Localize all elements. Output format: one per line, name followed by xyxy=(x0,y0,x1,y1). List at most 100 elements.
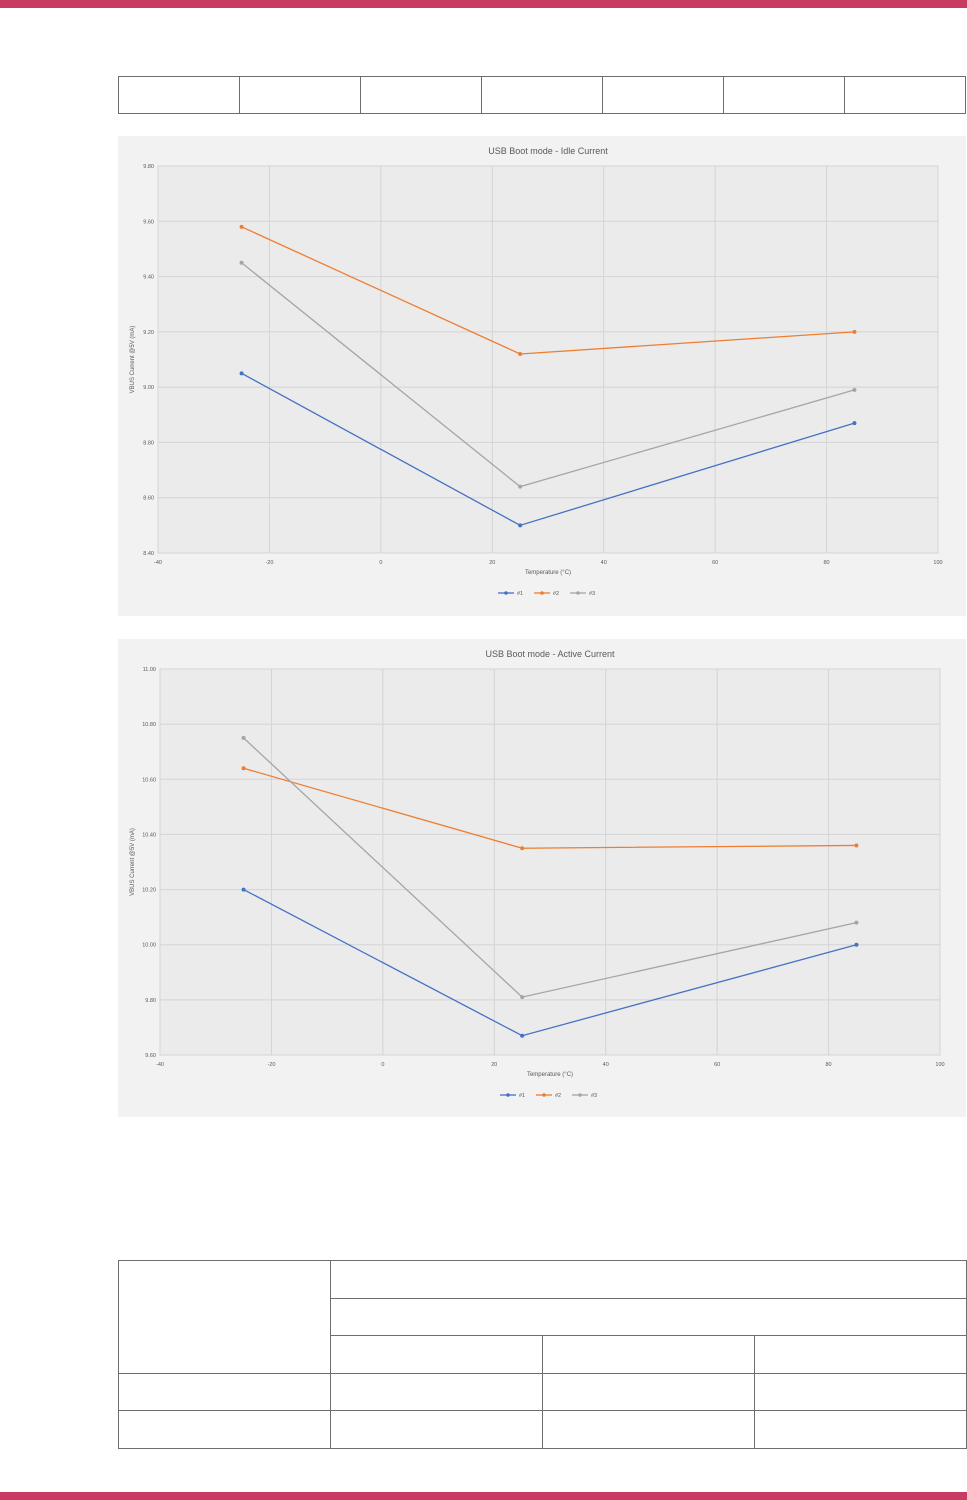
data-point xyxy=(518,351,523,356)
legend-marker xyxy=(540,591,544,595)
table-cell xyxy=(723,76,845,114)
data-point xyxy=(241,766,246,771)
plot-area xyxy=(157,165,939,554)
y-tick-label: 8.60 xyxy=(143,496,154,502)
table-cell xyxy=(753,1372,967,1412)
active-current-chart: 9.60 9.80 10.00 10.20 10.40 10.60 10.80 11.00 -4… xyxy=(118,639,966,1117)
table-cell xyxy=(330,1410,543,1449)
idle-current-chart-svg: 8.40 8.60 8.80 9.00 9.20 9.40 9.60 9.80 -40 -20 0 2… xyxy=(130,146,943,597)
table-row xyxy=(118,76,966,114)
y-tick-label: 9.80 xyxy=(143,164,154,170)
legend-marker xyxy=(542,1093,546,1097)
idle-current-chart: 8.40 8.60 8.80 9.00 9.20 9.40 9.60 9.80 -40 -20 0 2… xyxy=(118,136,966,616)
table-row xyxy=(118,1372,967,1412)
y-tick-label: 8.40 xyxy=(143,551,154,557)
x-tick-label: 100 xyxy=(935,1062,944,1068)
x-tick-label: 60 xyxy=(714,1062,720,1068)
legend-marker xyxy=(578,1093,582,1097)
y-tick-label: 10.80 xyxy=(142,722,156,728)
y-tick-label: 9.40 xyxy=(143,275,154,281)
data-point xyxy=(241,887,246,892)
bottom-accent-bar xyxy=(0,1492,967,1500)
legend-marker xyxy=(506,1093,510,1097)
x-tick-label: 20 xyxy=(489,560,495,566)
x-tick-label: -20 xyxy=(265,560,273,566)
table-cell xyxy=(330,1372,543,1412)
legend-label: #3 xyxy=(591,1093,597,1099)
y-tick-label: 10.60 xyxy=(142,777,156,783)
data-point xyxy=(518,484,523,489)
x-tick-label: 60 xyxy=(712,560,718,566)
data-point xyxy=(852,387,857,392)
x-tick-label: 40 xyxy=(603,1062,609,1068)
top-accent-bar xyxy=(0,0,967,8)
active-current-chart-svg: 9.60 9.80 10.00 10.20 10.40 10.60 10.80 11.00 -4… xyxy=(130,649,945,1099)
y-tick-label: 9.20 xyxy=(143,330,154,336)
table-cell xyxy=(481,76,603,114)
x-tick-label: 100 xyxy=(933,560,942,566)
plot-area xyxy=(159,668,941,1056)
table-cell xyxy=(239,76,361,114)
x-tick-label: -40 xyxy=(156,1062,164,1068)
data-point xyxy=(520,846,525,851)
x-tick-label: 80 xyxy=(826,1062,832,1068)
y-tick-label: 9.80 xyxy=(145,998,156,1004)
x-tick-label: 0 xyxy=(381,1062,384,1068)
legend-label: #3 xyxy=(589,591,595,597)
y-tick-label: 10.20 xyxy=(142,888,156,894)
y-tick-label: 10.00 xyxy=(142,943,156,949)
table-cell xyxy=(753,1335,967,1374)
header-table xyxy=(118,76,966,114)
x-tick-label: -40 xyxy=(154,560,162,566)
data-point xyxy=(239,371,244,376)
legend-label: #1 xyxy=(519,1093,525,1099)
data-point xyxy=(239,260,244,265)
chart-title: USB Boot mode - Active Current xyxy=(485,649,615,659)
table-cell xyxy=(330,1335,543,1374)
data-point xyxy=(854,843,859,848)
data-point xyxy=(854,920,859,925)
x-tick-label: 20 xyxy=(491,1062,497,1068)
table-row xyxy=(118,1410,967,1449)
table-cell xyxy=(118,1260,331,1374)
summary-table xyxy=(118,1260,967,1449)
y-axis-label: VBUS Current @5V (mA) xyxy=(130,828,136,896)
y-tick-label: 10.40 xyxy=(142,832,156,838)
table-cell xyxy=(753,1410,967,1449)
table-cell xyxy=(542,1372,755,1412)
table-cell xyxy=(542,1410,755,1449)
chart-title: USB Boot mode - Idle Current xyxy=(488,146,608,156)
table-cell xyxy=(542,1335,755,1374)
y-tick-label: 9.60 xyxy=(145,1053,156,1059)
y-tick-label: 8.80 xyxy=(143,440,154,446)
table-cell xyxy=(118,76,240,114)
x-axis-label: Temperature (°C) xyxy=(525,570,571,576)
data-point xyxy=(520,1033,525,1038)
data-point xyxy=(520,995,525,1000)
table-cell xyxy=(360,76,482,114)
table-row xyxy=(119,1335,967,1374)
table-cell xyxy=(118,1372,331,1412)
table-cell xyxy=(118,1410,331,1449)
data-point xyxy=(852,329,857,334)
data-point xyxy=(241,735,246,740)
x-tick-label: 0 xyxy=(379,560,382,566)
table-cell xyxy=(329,1260,967,1299)
data-point xyxy=(518,523,523,528)
y-tick-label: 9.00 xyxy=(143,385,154,391)
legend-marker xyxy=(504,591,508,595)
data-point xyxy=(854,942,859,947)
table-cell xyxy=(844,76,966,114)
data-point xyxy=(852,421,857,426)
table-cell xyxy=(602,76,724,114)
x-axis-label: Temperature (°C) xyxy=(527,1072,573,1078)
y-axis-label: VBUS Current @5V (mA) xyxy=(130,326,136,394)
legend-label: #2 xyxy=(555,1093,561,1099)
legend-marker xyxy=(576,591,580,595)
table-cell xyxy=(329,1297,967,1337)
x-tick-label: 80 xyxy=(824,560,830,566)
legend-label: #2 xyxy=(553,591,559,597)
table-row xyxy=(118,1260,967,1374)
x-tick-label: -20 xyxy=(267,1062,275,1068)
y-tick-label: 9.60 xyxy=(143,219,154,225)
